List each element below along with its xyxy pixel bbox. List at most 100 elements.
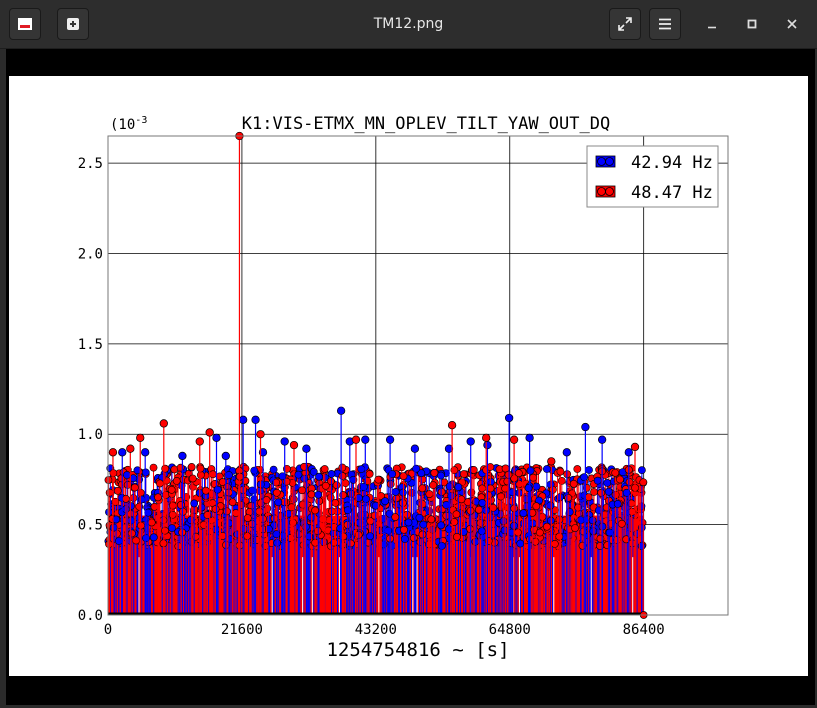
marker-blue [613, 499, 622, 508]
y-exponent-base: (10 [110, 117, 135, 133]
peak-marker-blue [221, 451, 230, 461]
marker-blue [542, 465, 551, 473]
marker-red [128, 529, 136, 538]
marker-blue [186, 516, 195, 525]
peak-marker-blue [212, 433, 221, 443]
marker-red [123, 480, 132, 489]
marker-blue [445, 482, 454, 491]
marker-red [365, 470, 374, 478]
marker-red [418, 484, 427, 493]
marker-red [403, 510, 411, 519]
peak-marker-blue [239, 415, 248, 424]
y-tick-label: 1.5 [78, 337, 103, 353]
marker-red [457, 495, 466, 504]
marker-red [209, 470, 217, 479]
fullscreen-button[interactable] [609, 8, 641, 40]
peak-marker-red [136, 433, 145, 443]
chart-title: K1:VIS-ETMX_MN_OPLEV_TILT_YAW_OUT_DQ [242, 114, 610, 134]
marker-red [513, 528, 522, 537]
marker-red [555, 515, 564, 524]
marker-red [597, 488, 606, 497]
marker-red [459, 470, 468, 478]
minimize-button[interactable] [698, 10, 726, 38]
app-menu-button[interactable] [9, 8, 41, 40]
x-tick-label: 64800 [489, 622, 531, 638]
marker-red [147, 518, 156, 527]
marker-blue [588, 516, 597, 525]
marker-red [531, 537, 540, 546]
marker-red [338, 463, 347, 472]
marker-red [307, 490, 316, 499]
marker-red [161, 526, 169, 535]
close-button[interactable] [778, 10, 806, 38]
marker-blue [415, 513, 424, 522]
marker-red [105, 488, 114, 497]
marker-red [223, 507, 231, 516]
marker-red [478, 484, 486, 493]
marker-blue [589, 527, 598, 536]
marker-red [172, 476, 181, 485]
marker-blue [471, 537, 480, 546]
marker-blue [272, 530, 281, 539]
peak-marker-blue [504, 413, 514, 423]
marker-red [201, 486, 210, 495]
marker-blue [487, 477, 495, 486]
legend-marker-red [597, 187, 606, 196]
peak-marker-blue [581, 422, 590, 432]
peak-marker-blue [118, 448, 127, 457]
marker-blue [137, 495, 146, 504]
peak-marker-red [195, 437, 204, 446]
peak-marker-blue [562, 448, 571, 457]
marker-blue [250, 466, 259, 475]
peak-marker-red [482, 433, 491, 443]
peak-marker-red [630, 442, 640, 452]
marker-blue [354, 494, 363, 502]
marker-blue [519, 509, 528, 518]
maximize-button[interactable] [738, 10, 766, 38]
marker-red [262, 496, 271, 504]
marker-red [573, 465, 582, 473]
x-axis-label: 1254754816 ~ [s] [326, 639, 509, 661]
marker-red [475, 505, 483, 514]
marker-blue [248, 486, 257, 495]
marker-blue [112, 515, 120, 524]
marker-red [167, 485, 176, 494]
marker-blue [149, 533, 158, 542]
marker-red [282, 477, 291, 486]
marker-red [399, 472, 408, 480]
marker-blue [105, 508, 113, 517]
marker-blue [419, 520, 428, 529]
marker-red [321, 481, 330, 490]
marker-red [243, 514, 252, 522]
peak-marker-blue [597, 435, 607, 444]
marker-red [489, 503, 498, 512]
menu-button[interactable] [649, 8, 681, 40]
peak-marker-blue [483, 440, 492, 450]
marker-red [111, 497, 120, 506]
marker-red [298, 486, 307, 495]
marker-red [418, 530, 427, 539]
marker-blue [399, 488, 407, 497]
marker-red [156, 479, 164, 488]
marker-blue [371, 501, 380, 510]
marker-red [550, 539, 559, 548]
marker-red [332, 481, 341, 489]
marker-red [574, 503, 583, 512]
fullscreen-icon [618, 17, 632, 31]
peak-marker-red [351, 435, 361, 444]
peak-marker-blue [624, 448, 633, 457]
marker-red [571, 524, 579, 533]
marker-blue [437, 471, 445, 480]
marker-blue [437, 521, 446, 530]
marker-blue [478, 499, 487, 507]
marker-blue [603, 479, 612, 487]
peak-marker-blue [336, 406, 346, 415]
peak-marker-red [447, 421, 457, 430]
new-tab-button[interactable] [57, 8, 89, 40]
marker-red [427, 515, 436, 524]
peak-marker-red [547, 457, 556, 466]
y-exponent-power: -3 [135, 115, 147, 126]
marker-blue [168, 524, 176, 533]
marker-blue [115, 537, 123, 545]
marker-red [429, 481, 438, 490]
